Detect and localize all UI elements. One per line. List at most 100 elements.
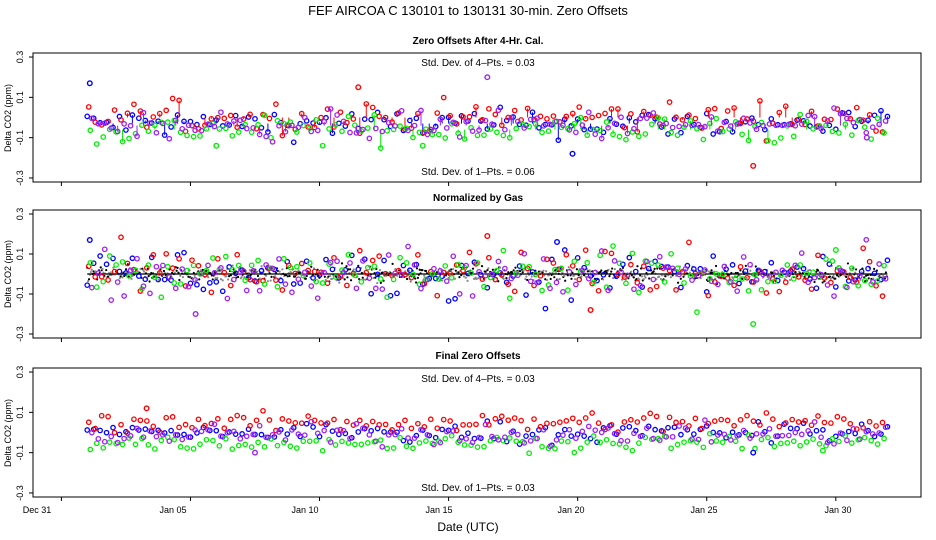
y-tick-label: -0.3 xyxy=(15,170,25,186)
data-point xyxy=(526,263,532,270)
data-point xyxy=(713,438,720,444)
data-point xyxy=(369,418,376,425)
data-point xyxy=(611,430,618,437)
data-point xyxy=(205,427,211,433)
data-point xyxy=(151,446,158,452)
data-point xyxy=(352,122,358,129)
data-point xyxy=(776,109,783,116)
data-point xyxy=(203,267,210,274)
reference-point xyxy=(660,274,663,277)
data-point xyxy=(574,255,581,261)
data-point xyxy=(807,123,813,129)
reference-point xyxy=(723,277,726,280)
data-point xyxy=(844,437,850,444)
outlier-point xyxy=(484,232,491,239)
reference-point xyxy=(813,280,816,284)
reference-point xyxy=(558,277,561,281)
data-point xyxy=(221,115,228,122)
data-point xyxy=(629,250,636,257)
reference-point xyxy=(421,269,424,272)
data-point xyxy=(432,434,439,441)
data-point xyxy=(847,274,854,281)
data-point xyxy=(584,259,591,266)
series-4 xyxy=(89,417,889,450)
data-point xyxy=(434,425,441,432)
data-point xyxy=(258,431,265,438)
reference-point xyxy=(611,267,614,270)
data-point xyxy=(282,128,289,135)
y-tick-label: 0.1 xyxy=(15,248,25,261)
data-point xyxy=(779,267,786,274)
y-tick-label: 0.1 xyxy=(15,91,25,104)
outlier-point xyxy=(863,134,870,141)
data-point xyxy=(506,295,513,302)
data-point xyxy=(631,125,637,132)
data-point xyxy=(760,431,766,437)
reference-point xyxy=(471,267,475,270)
data-point xyxy=(777,440,784,447)
data-point xyxy=(318,114,324,121)
reference-point xyxy=(502,277,505,280)
data-point xyxy=(531,282,537,289)
data-point xyxy=(487,126,494,132)
data-point xyxy=(589,410,595,416)
data-point xyxy=(645,265,652,272)
data-point xyxy=(163,107,170,114)
data-point xyxy=(815,252,821,259)
data-point xyxy=(100,444,107,451)
data-point xyxy=(368,290,375,297)
reference-point xyxy=(828,275,831,278)
data-point xyxy=(686,112,692,118)
reference-point xyxy=(304,277,307,280)
data-point xyxy=(729,128,736,135)
outlier-point xyxy=(484,74,491,81)
reference-point xyxy=(600,269,603,272)
data-point xyxy=(197,133,203,139)
reference-point xyxy=(823,280,826,283)
data-point xyxy=(705,420,712,427)
data-point xyxy=(508,429,515,436)
data-point xyxy=(505,281,512,288)
data-point xyxy=(621,124,628,131)
plot-frame xyxy=(32,367,922,498)
reference-point xyxy=(518,270,522,273)
data-point xyxy=(402,271,408,278)
data-point xyxy=(876,261,883,267)
reference-point xyxy=(194,279,197,282)
data-point xyxy=(153,433,160,440)
data-point xyxy=(847,420,854,427)
reference-point xyxy=(671,274,674,277)
data-point xyxy=(108,297,115,303)
data-point xyxy=(798,250,805,256)
data-point xyxy=(500,247,507,254)
data-point xyxy=(682,425,689,431)
data-point xyxy=(234,251,241,258)
reference-point xyxy=(327,275,330,278)
data-point xyxy=(536,124,542,131)
data-point xyxy=(573,281,579,288)
data-point xyxy=(140,109,147,116)
data-point xyxy=(881,262,887,269)
reference-point xyxy=(739,269,742,272)
data-point xyxy=(332,274,339,280)
data-point xyxy=(773,433,779,440)
data-point xyxy=(821,419,828,426)
data-point xyxy=(100,278,107,285)
data-point xyxy=(366,275,373,282)
data-point xyxy=(742,268,749,274)
data-point xyxy=(484,284,491,291)
data-point xyxy=(255,439,261,446)
data-point xyxy=(290,139,297,146)
data-point xyxy=(832,284,839,290)
reference-point xyxy=(414,277,417,280)
data-point xyxy=(705,292,712,299)
data-point xyxy=(135,273,142,279)
data-point xyxy=(666,99,673,106)
data-point xyxy=(84,113,91,120)
data-point xyxy=(882,275,889,282)
data-point xyxy=(293,263,300,270)
data-point xyxy=(166,438,173,445)
outlier-point xyxy=(832,246,839,253)
x-tick-label: Jan 05 xyxy=(159,505,186,515)
panel-final-zero-offsets: Final Zero Offsets Std. Dev. of 4–Pts. =… xyxy=(3,351,922,501)
